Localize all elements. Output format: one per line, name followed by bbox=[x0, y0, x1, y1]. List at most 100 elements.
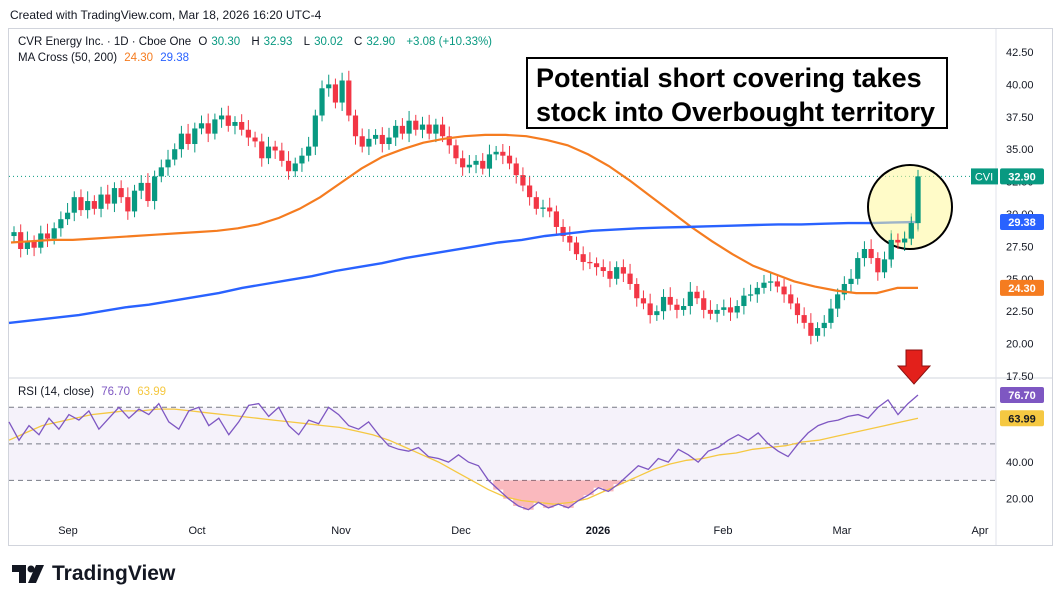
candle-body bbox=[306, 146, 312, 156]
candle-body bbox=[225, 115, 231, 126]
ma-slow-value: 29.38 bbox=[160, 52, 190, 64]
ma50-price-label: 24.30 bbox=[1008, 283, 1036, 295]
candle-body bbox=[460, 158, 466, 168]
highlight-circle bbox=[867, 164, 953, 250]
candle-body bbox=[138, 182, 144, 191]
rsi-axis-label-box bbox=[1000, 387, 1044, 404]
candle-body bbox=[761, 282, 767, 288]
ma-title: MA Cross (50, 200) bbox=[18, 52, 118, 64]
candle-body bbox=[332, 84, 339, 103]
candle-body bbox=[600, 267, 606, 272]
candle-body bbox=[366, 138, 372, 147]
candle-body bbox=[547, 207, 553, 212]
rsi-ma-axis-label: 63.99 bbox=[1008, 413, 1036, 425]
candle-body bbox=[373, 134, 379, 139]
candle-body bbox=[841, 283, 847, 295]
candle-body bbox=[660, 296, 667, 312]
candle-body bbox=[118, 188, 124, 198]
rsi-axis-label: 76.70 bbox=[1008, 390, 1036, 402]
candle-body bbox=[888, 239, 894, 260]
candle-body bbox=[794, 303, 801, 316]
candle-body bbox=[24, 241, 30, 249]
candle-body bbox=[788, 294, 794, 304]
tradingview-logo-icon bbox=[12, 565, 44, 583]
created-with-caption: Created with TradingView.com, Mar 18, 20… bbox=[10, 8, 322, 22]
time-tick-label: Sep bbox=[58, 525, 78, 537]
candle-body bbox=[781, 286, 787, 295]
candle-body bbox=[218, 115, 225, 120]
callout-line-1: Potential short covering takes bbox=[536, 63, 922, 93]
candle-body bbox=[299, 155, 305, 164]
tradingview-logo[interactable]: TradingView bbox=[12, 562, 175, 586]
candle-body bbox=[553, 211, 559, 227]
candle-body bbox=[285, 160, 292, 172]
candle-body bbox=[493, 151, 499, 155]
candle-body bbox=[647, 303, 653, 316]
cvi-price-label: 32.90 bbox=[1008, 171, 1036, 183]
candle-body bbox=[868, 248, 874, 259]
rsi-oversold-fill bbox=[493, 480, 624, 510]
candle-body bbox=[614, 267, 620, 279]
ma50-price-label-box bbox=[1000, 279, 1044, 296]
price-tick-label: 22.50 bbox=[1006, 306, 1034, 318]
candle-body bbox=[694, 291, 700, 299]
candle-body bbox=[573, 242, 580, 255]
cvi-ticker-box bbox=[971, 168, 998, 185]
candle-body bbox=[473, 160, 479, 165]
ma200-price-label: 29.38 bbox=[1008, 217, 1036, 229]
time-tick-label: Dec bbox=[451, 525, 471, 537]
time-tick-label: Oct bbox=[188, 525, 205, 537]
candle-body bbox=[406, 120, 412, 134]
candle-body bbox=[453, 145, 459, 159]
candle-body bbox=[152, 176, 158, 202]
candle-body bbox=[814, 328, 821, 336]
candle-body bbox=[513, 163, 519, 176]
candle-body bbox=[607, 271, 613, 279]
candle-body bbox=[835, 294, 841, 309]
candle-body bbox=[379, 134, 385, 145]
candle-body bbox=[861, 248, 868, 259]
time-tick-label: Mar bbox=[833, 525, 852, 537]
candle-body bbox=[105, 194, 111, 204]
tradingview-logo-text: TradingView bbox=[52, 562, 176, 585]
price-tick-label: 20.00 bbox=[1006, 339, 1034, 351]
candle-body bbox=[747, 294, 754, 296]
candle-body bbox=[252, 137, 258, 142]
ohlc-close: C 32.90 bbox=[354, 36, 399, 48]
ohlc-high: H 32.93 bbox=[251, 36, 296, 48]
candle-body bbox=[654, 311, 660, 316]
candle-body bbox=[506, 155, 513, 164]
chart-frame bbox=[8, 28, 1053, 546]
candle-body bbox=[51, 228, 57, 239]
candle-body bbox=[433, 124, 439, 134]
candle-body bbox=[125, 197, 131, 212]
candle-body bbox=[741, 295, 747, 307]
candle-body bbox=[352, 115, 359, 137]
rsi-title: RSI (14, close) bbox=[18, 386, 95, 398]
candle-body bbox=[145, 182, 151, 202]
candle-body bbox=[111, 188, 118, 204]
candle-body bbox=[754, 287, 760, 295]
candle-body bbox=[774, 281, 780, 287]
candle-body bbox=[245, 129, 251, 138]
candle-body bbox=[259, 141, 265, 159]
rsi-line bbox=[8, 394, 919, 511]
close-label: C bbox=[354, 36, 363, 48]
high-value: 32.93 bbox=[263, 36, 293, 48]
annotation-callout: Potential short covering takes stock int… bbox=[526, 57, 948, 129]
candle-body bbox=[386, 137, 392, 145]
candle-body bbox=[640, 298, 647, 304]
candle-body bbox=[480, 160, 486, 169]
candle-body bbox=[687, 291, 693, 307]
candle-body bbox=[768, 281, 774, 283]
candle-body bbox=[58, 219, 64, 229]
candle-body bbox=[185, 133, 191, 145]
time-tick-label: Feb bbox=[714, 525, 733, 537]
low-label: L bbox=[303, 36, 311, 48]
candle-body bbox=[895, 239, 901, 243]
ohlc-open: O 30.30 bbox=[198, 36, 244, 48]
rsi-legend: RSI (14, close) 76.70 63.99 bbox=[18, 386, 170, 398]
candle-body bbox=[78, 197, 84, 211]
candle-body bbox=[701, 298, 707, 310]
